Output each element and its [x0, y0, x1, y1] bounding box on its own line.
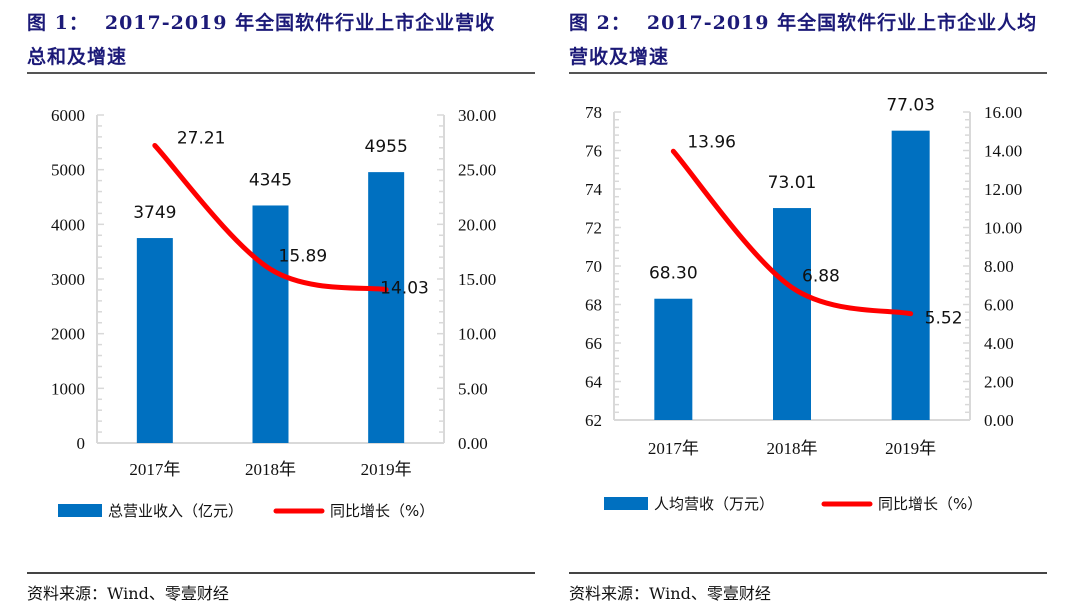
right-axis-tick-label: 25.00 [458, 161, 496, 180]
left-axis-tick-label: 4000 [51, 215, 85, 234]
right-axis-tick-label: 5.00 [458, 379, 488, 398]
line-value-label: 6.88 [802, 267, 840, 287]
bar-2018年 [773, 208, 811, 420]
figure-2-top-divider [569, 72, 1047, 74]
figure-1-title-text: 2017-2019 年全国软件行业上市企业营收 [104, 12, 496, 34]
bar-value-label: 68.30 [649, 264, 698, 284]
right-axis-tick-label: 8.00 [984, 257, 1014, 276]
left-axis-tick-label: 62 [585, 411, 602, 430]
figure-2-source: 资料来源：Wind、零壹财经 [569, 584, 771, 603]
bar-2018年 [252, 205, 289, 443]
left-axis-tick-label: 6000 [51, 106, 85, 125]
bar-value-label: 3749 [133, 203, 176, 223]
growth-line [670, 148, 914, 317]
x-axis-label: 2018年 [245, 460, 296, 479]
bar-value-label: 4345 [249, 170, 292, 190]
left-axis-tick-label: 68 [585, 296, 602, 315]
bar-2017年 [654, 298, 693, 420]
line-value-label: 27.21 [177, 129, 226, 149]
left-axis-tick-label: 78 [585, 103, 602, 122]
right-axis-tick-label: 2.00 [984, 373, 1014, 392]
left-axis-tick-label: 2000 [51, 325, 85, 344]
x-axis-label: 2019年 [361, 460, 412, 479]
bar-value-label: 77.03 [886, 96, 935, 116]
bar-2019年 [368, 172, 405, 444]
left-axis-tick-label: 5000 [51, 161, 85, 180]
left-axis-tick-label: 72 [585, 219, 602, 238]
legend-bar-label: 总营业收入（亿元） [108, 502, 243, 520]
figure-2-number: 图 2： [569, 12, 631, 34]
figure-1-chart: 0 1000 2000 3000 4000 5000 6000 0.00 5.00 10.00 15… [51, 106, 496, 520]
left-axis-tick-label: 1000 [51, 379, 85, 398]
right-axis-tick-label: 16.00 [984, 103, 1022, 122]
bar-value-label: 73.01 [768, 173, 817, 193]
right-axis-tick-label: 30.00 [458, 106, 496, 125]
x-axis-label: 2018年 [767, 439, 818, 458]
legend-line-label: 同比增长（%） [878, 495, 982, 513]
figure-1-source: 资料来源：Wind、零壹财经 [27, 584, 229, 603]
right-axis-tick-label: 10.00 [984, 219, 1022, 238]
legend-bar-label: 人均营收（万元） [654, 495, 774, 513]
right-axis-tick-label: 0.00 [458, 434, 488, 453]
figure-2-panel: 图 2： 2017-2019 年全国软件行业上市企业人均 营收及增速 62 64 66… [540, 0, 1077, 611]
right-axis-tick-label: 14.00 [984, 142, 1022, 161]
right-axis-tick-label: 6.00 [984, 296, 1014, 315]
right-axis-tick-label: 4.00 [984, 334, 1014, 353]
line-value-label: 13.96 [687, 132, 736, 152]
line-value-label: 14.03 [380, 279, 429, 299]
bar-2017年 [136, 238, 173, 443]
figure-2-title-text: 2017-2019 年全国软件行业上市企业人均 [646, 12, 1038, 34]
figure-1-top-divider [27, 72, 535, 74]
left-axis-tick-label: 70 [585, 257, 602, 276]
line-value-label: 15.89 [279, 246, 328, 266]
x-axis-label: 2019年 [885, 439, 936, 458]
right-axis-tick-label: 20.00 [458, 215, 496, 234]
legend-bar-swatch [58, 504, 102, 517]
left-axis-tick-label: 3000 [51, 270, 85, 289]
left-axis-tick-label: 74 [585, 180, 603, 199]
right-axis-tick-label: 0.00 [984, 411, 1014, 430]
right-axis-tick-label: 12.00 [984, 180, 1022, 199]
figure-2-title-line2: 营收及增速 [569, 46, 670, 68]
figure-1-bottom-divider [27, 572, 535, 574]
right-axis-tick-label: 10.00 [458, 325, 496, 344]
growth-line [152, 143, 389, 293]
left-axis-tick-label: 64 [585, 373, 603, 392]
figure-1-number: 图 1： [27, 12, 89, 34]
left-axis-tick-label: 0 [77, 434, 86, 453]
figure-1-panel: 图 1： 2017-2019 年全国软件行业上市企业营收 总和及增速 0 1000 2… [27, 12, 535, 603]
bar-2019年 [891, 130, 930, 421]
left-axis-tick-label: 66 [585, 334, 602, 353]
figure-1-title: 图 1： 2017-2019 年全国软件行业上市企业营收 总和及增速 [27, 6, 547, 74]
legend-bar-swatch [604, 497, 648, 510]
right-axis-tick-label: 15.00 [458, 270, 496, 289]
figure-2-title: 图 2： 2017-2019 年全国软件行业上市企业人均 营收及增速 [569, 6, 1077, 74]
left-axis-tick-label: 76 [585, 142, 602, 161]
legend-line-label: 同比增长（%） [330, 502, 434, 520]
bar-value-label: 4955 [365, 137, 408, 157]
x-axis-label: 2017年 [129, 460, 180, 479]
figure-2-bottom-divider [569, 572, 1047, 574]
figure-1-title-line2: 总和及增速 [27, 46, 128, 68]
figure-2-chart: 62 64 66 68 70 72 74 76 78 0.00 2.00 4.00 6.00 8.00 10… [585, 96, 1022, 513]
x-axis-label: 2017年 [648, 439, 699, 458]
line-value-label: 5.52 [925, 309, 963, 329]
